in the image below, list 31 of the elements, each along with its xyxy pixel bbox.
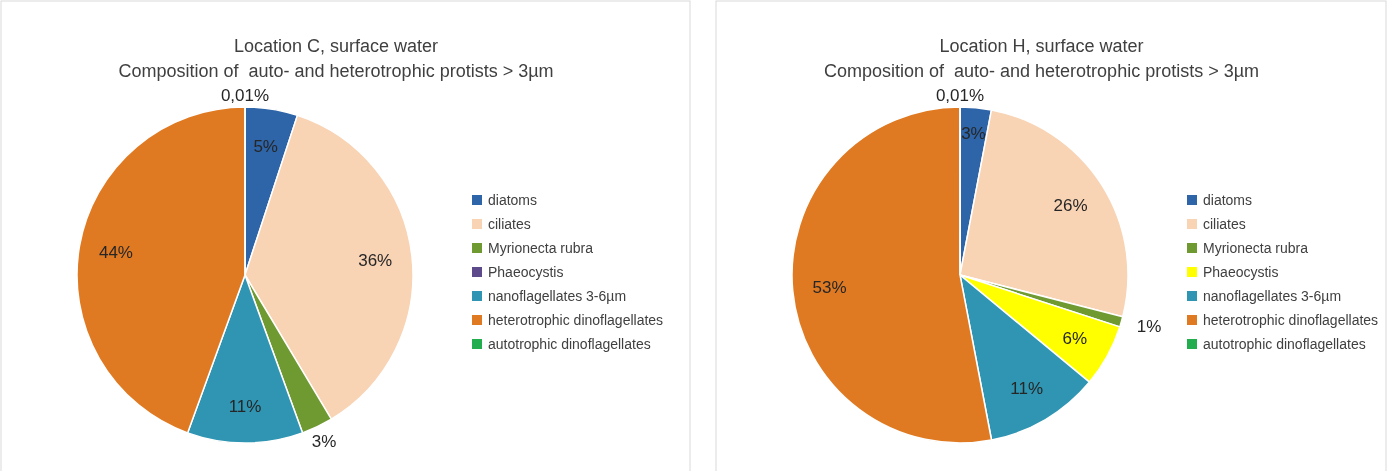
data-label: 53% [812,278,847,298]
legend-label: autotrophic dinoflagellates [488,335,651,352]
chart-subtitle: Composition of auto- and heterotrophic protists > 3µm [118,61,554,81]
legend-label: Phaeocystis [488,263,564,280]
legend-label: autotrophic dinoflagellates [1203,335,1366,352]
legend-label: nanoflagellates 3-6µm [488,287,627,304]
legend-label: heterotrophic dinoflagellates [1203,311,1379,328]
data-label: 11% [228,396,262,416]
chart-title: Location H, surface water [939,36,1144,56]
legend-label: ciliates [488,215,531,232]
data-label: 11% [1010,378,1044,398]
data-label: 5% [253,136,278,156]
legend-label: Myrionecta rubra [488,239,594,256]
legend-label: ciliates [1203,215,1246,232]
data-label: 3% [311,432,337,452]
legend-label: heterotrophic dinoflagellates [488,311,664,328]
legend-label: Myrionecta rubra [1203,239,1309,256]
data-label: 0,01% [935,85,985,105]
chart-subtitle: Composition of auto- and heterotrophic protists > 3µm [823,61,1260,81]
data-label: 1% [1136,317,1162,337]
legend-label: diatoms [488,191,538,208]
data-label: 0,01% [220,85,270,105]
legend-label: Phaeocystis [1203,263,1279,280]
data-label: 6% [1062,329,1088,349]
data-label: 26% [1053,195,1088,215]
chart-title: Location C, surface water [233,36,439,56]
data-label: 36% [358,251,393,271]
legend-label: diatoms [1203,191,1253,208]
data-label: 44% [98,243,133,263]
data-label: 3% [961,123,986,143]
legend-label: nanoflagellates 3-6µm [1203,287,1342,304]
